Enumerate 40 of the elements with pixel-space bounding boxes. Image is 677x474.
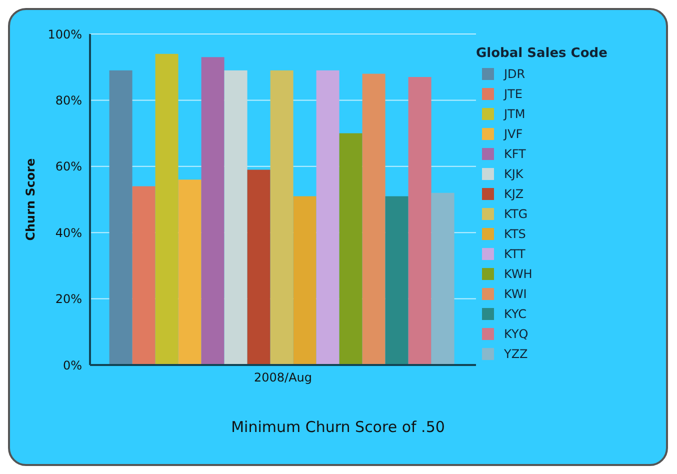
y-tick-label: 0% [62, 358, 82, 372]
bar [385, 196, 408, 365]
legend-label: KWI [504, 287, 527, 301]
text: Minimum Churn Score of .50 [230, 418, 446, 436]
legend-label: KFT [504, 147, 526, 161]
y-tick-label: 80% [55, 93, 82, 108]
legend-label: KJK [504, 167, 524, 181]
bar [247, 170, 270, 365]
legend-label: KYQ [504, 327, 528, 341]
bar [408, 77, 432, 365]
bar [293, 196, 316, 365]
bar [362, 74, 386, 365]
x-tick-label: 2008/Aug [254, 370, 312, 385]
bar [316, 70, 340, 365]
bar [132, 186, 156, 365]
legend-label: KTS [504, 227, 526, 241]
legend-label: JTM [504, 107, 526, 121]
legend-title: Global Sales Code [476, 46, 608, 61]
legend-label: KWH [504, 267, 532, 281]
y-tick-label: 40% [55, 226, 82, 240]
bar [109, 70, 132, 365]
bar [201, 57, 224, 365]
bar [339, 133, 362, 365]
legend-label: YZZ [504, 347, 528, 361]
y-tick-label: 60% [55, 160, 82, 174]
y-axis-title: Churn Score [23, 158, 38, 241]
bar [270, 70, 294, 365]
bar [224, 70, 248, 365]
bar [155, 54, 178, 365]
bar [178, 180, 202, 365]
legend-label: JDR [504, 67, 526, 81]
legend-label: JTE [504, 87, 522, 101]
legend-label: KYC [504, 307, 526, 321]
y-tick-label: 20% [55, 292, 82, 306]
legend-label: KJZ [504, 187, 524, 201]
legend-label: KTG [504, 207, 528, 221]
legend-label: JVF [504, 127, 523, 141]
y-tick-label: 100% [48, 27, 82, 42]
legend-label: KTT [504, 247, 526, 261]
bar [431, 192, 454, 365]
